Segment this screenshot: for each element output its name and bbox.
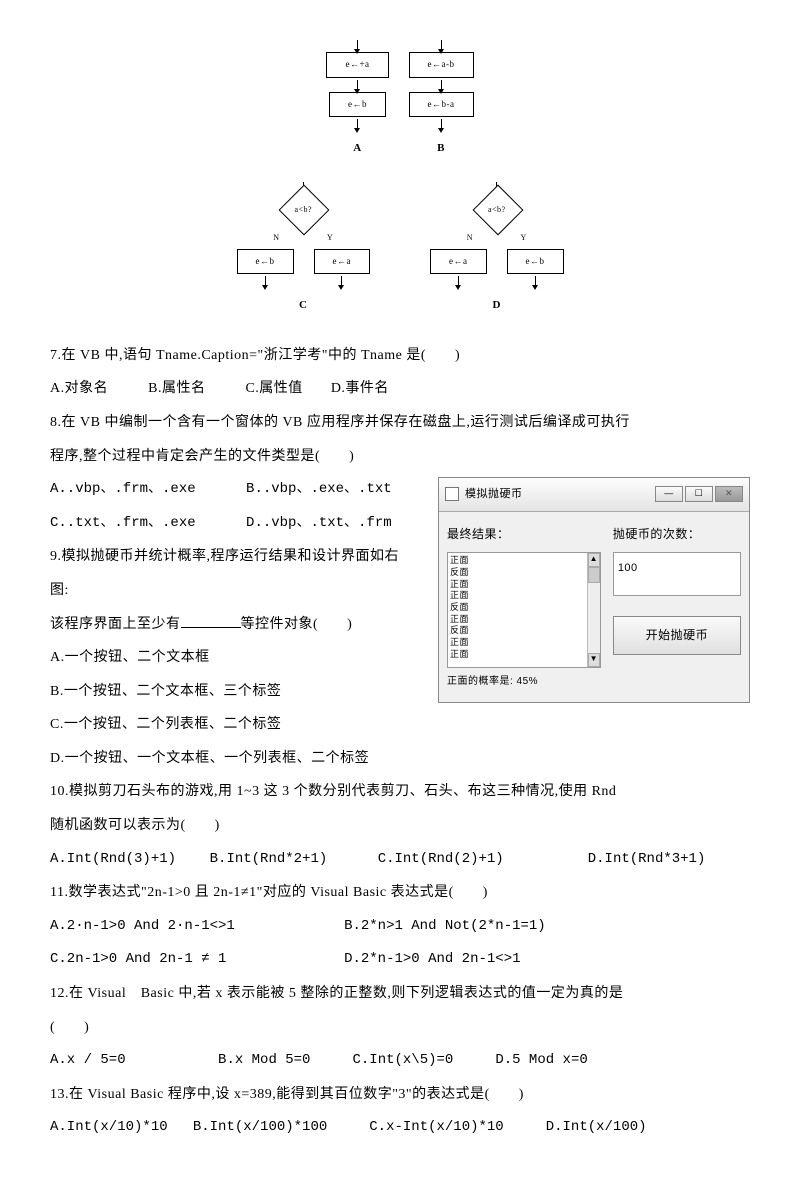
q10-opt-c: C.Int(Rnd(2)+1)	[378, 851, 504, 867]
q11-opt-c: C.2n-1>0 And 2n-1 ≠ 1	[50, 951, 226, 967]
q12-opt-c: C.Int(x\5)=0	[352, 1052, 453, 1068]
fc-D-left: e←a	[430, 249, 487, 275]
question-8: 8.在 VB 中编制一个含有一个窗体的 VB 应用程序并保存在磁盘上,运行测试后…	[50, 406, 750, 776]
question-11: 11.数学表达式"2n-1>0 且 2n-1≠1"对应的 Visual Basi…	[50, 876, 750, 977]
label-count: 抛硬币的次数：	[613, 520, 741, 549]
fc-D-diamond: a<b?	[473, 198, 521, 222]
fc-label-A: A	[353, 135, 361, 161]
q8-text1: 8.在 VB 中编制一个含有一个窗体的 VB 应用程序并保存在磁盘上,运行测试后…	[50, 406, 750, 440]
q8-opt-b: B..vbp、.exe、.txt	[246, 481, 392, 497]
question-12: 12.在 Visual Basic 中,若 x 表示能被 5 整除的正整数,则下…	[50, 977, 750, 1078]
fc-C-left: e←b	[237, 249, 294, 275]
flowchart-pair-AB: e←+a e←b A e←a-b e←b-a B	[326, 40, 473, 162]
scroll-thumb[interactable]	[588, 567, 600, 583]
q8-opt-c: C..txt、.frm、.exe	[50, 515, 196, 531]
fc-label-D: D	[493, 292, 501, 318]
q8-opt-a: A..vbp、.frm、.exe	[50, 481, 196, 497]
flowchart-group: e←+a e←b A e←a-b e←b-a B	[50, 40, 750, 162]
q8-opt-d: D..vbp、.txt、.frm	[246, 515, 392, 531]
q7-opt-d: D.事件名	[331, 381, 389, 396]
listbox-results[interactable]: 正面反面正面正面反面正面反面正面正面 ▲ ▼	[447, 552, 601, 668]
q7-opt-b: B.属性名	[148, 381, 205, 396]
close-button[interactable]: ✕	[715, 486, 743, 502]
q9-line3-pre: 该程序界面上至少有	[50, 617, 181, 632]
label-result: 最终结果：	[447, 520, 601, 549]
fc-B-box2: e←b-a	[409, 92, 474, 118]
q7-text: 7.在 VB 中,语句 Tname.Caption="浙江学考"中的 Tname…	[50, 339, 750, 373]
scroll-up-icon[interactable]: ▲	[588, 553, 600, 567]
q10-opt-b: B.Int(Rnd*2+1)	[210, 851, 328, 867]
q10-opt-a: A.Int(Rnd(3)+1)	[50, 851, 176, 867]
q13-opt-d: D.Int(x/100)	[546, 1119, 647, 1135]
q10-text1: 10.模拟剪刀石头布的游戏,用 1~3 这 3 个数分别代表剪刀、石头、布这三种…	[50, 775, 750, 809]
scrollbar[interactable]: ▲ ▼	[587, 553, 600, 667]
question-13: 13.在 Visual Basic 程序中,设 x=389,能得到其百位数字"3…	[50, 1078, 750, 1145]
fc-A-box1: e←+a	[326, 52, 388, 78]
q13-opt-c: C.x-Int(x/10)*10	[369, 1119, 503, 1135]
app-icon	[445, 487, 459, 501]
minimize-button[interactable]: —	[655, 486, 683, 502]
q9-line3-post: 等控件对象( )	[241, 617, 353, 632]
q12-opt-d: D.5 Mod x=0	[495, 1052, 587, 1068]
q9-opt-d: D.一个按钮、一个文本框、一个列表框、二个标签	[50, 742, 750, 776]
q12-opt-b: B.x Mod 5=0	[218, 1052, 310, 1068]
q7-opt-a: A.对象名	[50, 381, 108, 396]
q12-text1: 12.在 Visual Basic 中,若 x 表示能被 5 整除的正整数,则下…	[50, 977, 750, 1011]
q9-opt-c: C.一个按钮、二个列表框、二个标签	[50, 708, 750, 742]
q8-text2: 程序,整个过程中肯定会产生的文件类型是( )	[50, 440, 750, 474]
flowchart-group-CD: a<b? NY e←b e←a C a<b? NY e←a e←b D	[50, 182, 750, 319]
q13-opt-b: B.Int(x/100)*100	[193, 1119, 327, 1135]
textbox-count[interactable]: 100	[613, 552, 741, 596]
q13-text: 13.在 Visual Basic 程序中,设 x=389,能得到其百位数字"3…	[50, 1078, 750, 1112]
q11-opt-d: D.2*n-1>0 And 2n-1<>1	[344, 951, 520, 967]
titlebar[interactable]: 模拟抛硬币 — ☐ ✕	[439, 478, 749, 511]
q11-opt-a: A.2·n-1>0 And 2·n-1<>1	[50, 918, 235, 934]
q11-text: 11.数学表达式"2n-1>0 且 2n-1≠1"对应的 Visual Basi…	[50, 876, 750, 910]
fc-C-diamond: a<b?	[279, 198, 327, 222]
q12-text2: ( )	[50, 1011, 750, 1045]
q10-opt-d: D.Int(Rnd*3+1)	[588, 851, 706, 867]
vb-window: 模拟抛硬币 — ☐ ✕ 最终结果： 正面反面正面正面反面正面反面正面正面 ▲ ▼	[438, 477, 750, 703]
question-10: 10.模拟剪刀石头布的游戏,用 1~3 这 3 个数分别代表剪刀、石头、布这三种…	[50, 775, 750, 876]
label-footer: 正面的概率是: 45%	[447, 670, 601, 694]
fc-D-right: e←b	[507, 249, 564, 275]
scroll-down-icon[interactable]: ▼	[588, 653, 600, 667]
question-7: 7.在 VB 中,语句 Tname.Caption="浙江学考"中的 Tname…	[50, 339, 750, 406]
q7-opt-c: C.属性值	[245, 381, 302, 396]
fc-label-B: B	[437, 135, 445, 161]
fc-label-C: C	[299, 292, 307, 318]
window-title: 模拟抛硬币	[465, 481, 655, 507]
q12-opt-a: A.x / 5=0	[50, 1052, 126, 1068]
q13-opt-a: A.Int(x/10)*10	[50, 1119, 168, 1135]
fc-B-box1: e←a-b	[409, 52, 474, 78]
q11-opt-b: B.2*n>1 And Not(2*n-1=1)	[344, 918, 546, 934]
q10-text2: 随机函数可以表示为( )	[50, 809, 750, 843]
fc-C-right: e←a	[314, 249, 371, 275]
start-button[interactable]: 开始抛硬币	[613, 616, 741, 655]
fc-A-box2: e←b	[329, 92, 386, 118]
blank-fill	[181, 627, 241, 628]
maximize-button[interactable]: ☐	[685, 486, 713, 502]
